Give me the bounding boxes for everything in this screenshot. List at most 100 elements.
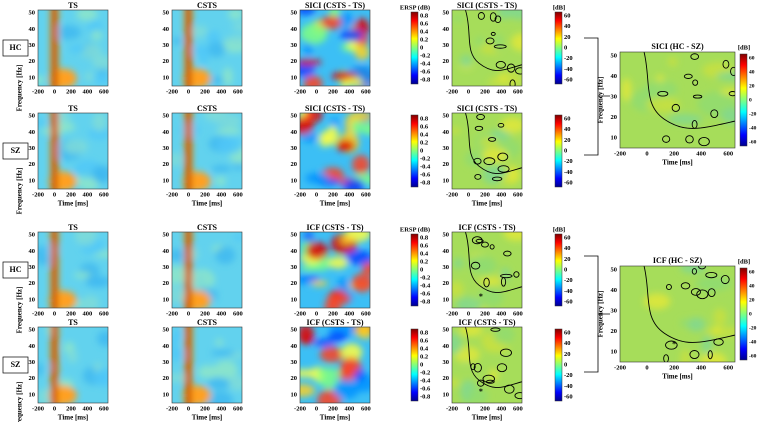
x-tick-label: 0 [645, 364, 648, 371]
blob [325, 126, 339, 146]
x-tick-label: 600 [723, 150, 733, 157]
contour [473, 363, 482, 373]
contour [491, 176, 503, 182]
heatmap [38, 232, 108, 308]
y-tick-label: 50 [29, 10, 36, 17]
blob [226, 35, 242, 46]
heatmap [38, 327, 108, 403]
blob [335, 139, 355, 152]
colorbar-tick-label: 0.2 [420, 258, 428, 265]
blob [62, 139, 89, 154]
blob [300, 117, 314, 135]
y-tick-label: 10 [29, 391, 36, 398]
blob [300, 10, 316, 15]
marker: * [479, 292, 483, 301]
contour [680, 282, 691, 290]
y-tick-label: 40 [443, 343, 450, 350]
row-label-box [2, 356, 29, 374]
blob [705, 326, 735, 338]
x-tick-label: 200 [328, 405, 338, 412]
colorbar-tick-label: -20 [564, 372, 573, 379]
blob [327, 331, 348, 342]
y-tick-label: 10 [291, 177, 298, 184]
y-tick-label: 50 [291, 327, 298, 334]
colorbar-tick-label: -0.4 [420, 282, 431, 289]
colorbar-tick-label: 0 [420, 44, 423, 51]
heatmap-blobs [300, 232, 370, 308]
heatmap-blobs [300, 113, 370, 189]
blob [319, 346, 344, 363]
blob [300, 265, 318, 272]
blob [344, 250, 370, 265]
blob [300, 58, 322, 66]
panel-title: SICI (HC - SZ) [651, 42, 704, 51]
blob [479, 137, 498, 148]
frame [171, 9, 243, 87]
y-tick-label: 20 [163, 375, 170, 382]
colorbar-tick-label: -20 [749, 325, 757, 331]
y-tick-label: 30 [611, 307, 618, 314]
y-tick-label: 40 [163, 343, 170, 350]
blob [679, 318, 689, 328]
blob [215, 246, 236, 265]
colorbar-tick-label: -60 [749, 353, 757, 359]
blob [345, 77, 363, 86]
row-label-text: SZ [11, 146, 21, 155]
x-tick-label: 400 [83, 310, 93, 317]
blob [51, 232, 57, 308]
blob [345, 232, 370, 243]
y-tick-label: 30 [29, 359, 36, 366]
blob [232, 234, 242, 241]
x-tick-label: 200 [66, 88, 76, 95]
x-axis-label: Time [ms] [320, 200, 350, 208]
blob [315, 367, 340, 380]
contour [692, 94, 703, 99]
y-tick-label: 20 [29, 375, 36, 382]
blob [483, 344, 511, 353]
frame [299, 231, 371, 309]
colorbar-tick-label: -0.6 [420, 171, 431, 178]
contour [470, 261, 481, 270]
blob [712, 325, 721, 335]
contour [707, 288, 716, 298]
blob [206, 377, 231, 390]
panel-title: SICI (CSTS - TS) [305, 1, 365, 10]
colorbar-tick-label: 0 [749, 97, 752, 103]
contours [465, 327, 522, 400]
panel-title: TS [68, 223, 78, 232]
blob [320, 15, 342, 30]
x-tick-label: -200 [32, 405, 44, 412]
colorbar-tick-label: 40 [564, 126, 571, 133]
contour [474, 173, 482, 180]
blob [467, 387, 489, 403]
y-tick-label: 50 [29, 327, 36, 334]
colorbar-tick-label: 0.6 [420, 123, 429, 130]
blob [300, 276, 313, 285]
panel-title: TS [68, 104, 78, 113]
contour [482, 374, 495, 383]
blob [498, 74, 508, 83]
x-tick-label: 0 [315, 405, 318, 412]
x-tick-label: 400 [217, 191, 227, 198]
blob [453, 258, 463, 269]
bracket [584, 255, 610, 373]
blob [489, 368, 499, 382]
blob [713, 308, 727, 326]
x-tick-label: 400 [83, 88, 93, 95]
y-tick-label: 20 [29, 161, 36, 168]
y-tick-label: 50 [29, 232, 36, 239]
contour [496, 363, 508, 373]
blob [464, 150, 484, 167]
panel-title: ICF (CSTS - TS) [458, 318, 515, 327]
contour [705, 271, 718, 279]
contour [465, 232, 522, 293]
y-tick-label: 40 [443, 248, 450, 255]
contour [657, 90, 669, 97]
colorbar-tick-label: 0.2 [420, 139, 428, 146]
y-tick-label: 20 [443, 280, 450, 287]
y-tick-label: 20 [291, 161, 298, 168]
blob [687, 317, 706, 332]
heatmap-blobs [300, 327, 370, 403]
x-tick-label: 0 [467, 405, 470, 412]
